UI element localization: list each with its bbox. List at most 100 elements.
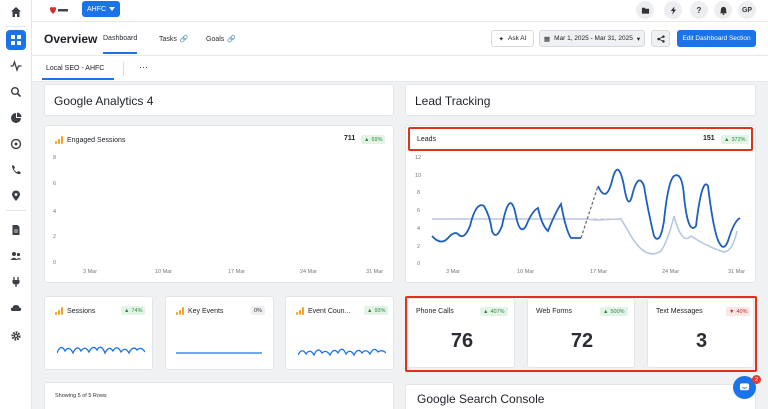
arrow-up-icon: ▲ — [483, 308, 489, 315]
web-forms-value: 72 — [570, 330, 594, 352]
web-forms-change: 500% — [610, 308, 625, 315]
phone-icon[interactable] — [6, 160, 26, 180]
phone-calls-change-badge: ▲ 407% — [480, 307, 508, 316]
share-button[interactable] — [651, 30, 670, 47]
key-events-card: Key Events 0% — [165, 296, 274, 370]
tab-dashboard[interactable]: Dashboard — [103, 35, 138, 54]
avatar[interactable]: GP — [738, 1, 756, 19]
page-title: Overview — [44, 32, 98, 46]
document-icon[interactable] — [6, 220, 26, 240]
engaged-sessions-change: 69% — [371, 136, 383, 143]
leads-change-badge: ▲ 372% — [721, 135, 749, 144]
y-tick: 0 — [53, 260, 57, 266]
analytics-icon — [55, 307, 63, 315]
x-tick: 17 Mar — [228, 269, 246, 275]
leads-card: Leads 151 ▲ 372% 12 10 8 6 4 2 0 3 Mar 1… — [405, 125, 756, 283]
pie-chart-icon[interactable] — [6, 108, 26, 128]
engaged-sessions-title: Engaged Sessions — [67, 136, 126, 144]
event-count-title: Event Coun... — [308, 307, 351, 315]
client-selector-button[interactable]: AHFC — [82, 1, 120, 17]
arrow-down-icon: ▼ — [729, 308, 735, 315]
chat-support-button[interactable] — [733, 376, 756, 399]
y-tick: 8 — [417, 190, 421, 196]
date-range-label: Mar 1, 2025 - Mar 31, 2025 — [554, 35, 633, 42]
tab-dashboard-label: Dashboard — [103, 35, 138, 42]
engaged-sessions-header: Engaged Sessions — [55, 136, 125, 144]
bell-icon[interactable] — [714, 1, 732, 19]
leads-gap-dashed — [580, 185, 599, 239]
event-count-change: 93% — [374, 307, 386, 314]
edit-dashboard-section-label: Edit Dashboard Section — [682, 35, 751, 42]
chat-bubble-icon — [739, 383, 750, 391]
engaged-sessions-card: Engaged Sessions 711 ▲ 69% 8 6 4 2 0 3 M… — [44, 125, 394, 283]
section-tab-local-seo[interactable]: Local SEO - AHFC — [46, 65, 105, 72]
key-events-change: 0% — [254, 307, 262, 314]
home-icon[interactable] — [6, 2, 26, 22]
ga4-section-header: Google Analytics 4 — [44, 84, 394, 116]
engaged-sessions-value: 711 — [344, 135, 356, 142]
users-icon[interactable] — [6, 246, 26, 266]
event-count-change-badge: ▲ 93% — [364, 306, 389, 315]
date-range-picker[interactable]: ▦ Mar 1, 2025 - Mar 31, 2025 ▾ — [539, 30, 645, 47]
phone-calls-title: Phone Calls — [416, 308, 454, 315]
gear-icon[interactable] — [6, 326, 26, 346]
leads-current-period-line — [431, 201, 581, 243]
ask-ai-button[interactable]: ✦ Ask AI — [491, 30, 534, 47]
leads-prior-period-line — [432, 215, 738, 255]
leads-change: 372% — [731, 136, 746, 143]
sessions-change: 74% — [131, 307, 143, 314]
arrow-up-icon: ▲ — [367, 307, 373, 314]
web-forms-title: Web Forms — [536, 308, 573, 315]
top-bar: AHFC ? GP — [32, 0, 768, 22]
data-table-card: Showing 5 of 5 Rows — [44, 382, 394, 409]
table-row-count: Showing 5 of 5 Rows — [55, 393, 107, 399]
text-messages-card: Text Messages ▼ 40% 3 — [647, 298, 754, 368]
activity-icon[interactable] — [6, 56, 26, 76]
more-options-button[interactable]: ··· — [139, 62, 148, 72]
x-tick: 10 Mar — [155, 269, 173, 275]
calendar-icon: ▦ — [543, 35, 551, 43]
search-console-section-header: Google Search Console — [405, 384, 756, 409]
y-tick: 10 — [415, 173, 422, 179]
chat-icon[interactable] — [6, 134, 26, 154]
engaged-sessions-change-badge: ▲ 69% — [361, 135, 386, 144]
arrow-up-icon: ▲ — [124, 307, 130, 314]
y-tick: 4 — [53, 209, 57, 215]
leads-highlight-box — [408, 127, 753, 151]
integrations-icon[interactable] — [6, 298, 26, 318]
sessions-card: Sessions ▲ 74% — [44, 296, 153, 370]
plug-icon[interactable] — [6, 272, 26, 292]
x-tick: 3 Mar — [83, 269, 98, 275]
tab-tasks[interactable]: Tasks 🔗 — [159, 35, 189, 44]
search-icon[interactable] — [6, 82, 26, 102]
arrow-up-icon: ▲ — [364, 136, 370, 143]
x-tick: 24 Mar — [662, 269, 680, 275]
folder-icon[interactable] — [636, 1, 654, 19]
x-tick: 3 Mar — [446, 269, 461, 275]
x-tick: 17 Mar — [590, 269, 608, 275]
text-messages-title: Text Messages — [656, 308, 703, 315]
link-icon: 🔗 — [179, 36, 189, 43]
y-tick: 8 — [53, 155, 57, 161]
text-messages-change-badge: ▼ 40% — [726, 307, 751, 316]
sidebar — [0, 0, 32, 409]
y-tick: 12 — [415, 155, 422, 161]
tab-goals[interactable]: Goals 🔗 — [206, 35, 236, 44]
x-tick: 31 Mar — [728, 269, 746, 275]
phone-calls-change: 407% — [490, 308, 505, 315]
location-icon[interactable] — [6, 186, 26, 206]
x-tick: 31 Mar — [366, 269, 384, 275]
ga4-section-title: Google Analytics 4 — [54, 94, 154, 108]
dashboard-icon[interactable] — [6, 30, 26, 50]
lead-metrics-highlight-box — [405, 296, 757, 372]
x-tick: 24 Mar — [300, 269, 318, 275]
sidebar-divider — [6, 210, 26, 211]
page-header: Overview Dashboard Tasks 🔗 Goals 🔗 ✦ Ask… — [32, 22, 768, 56]
text-messages-value: 3 — [695, 330, 708, 352]
event-count-sparkline — [298, 348, 386, 357]
help-icon[interactable]: ? — [690, 1, 708, 19]
edit-dashboard-section-button[interactable]: Edit Dashboard Section — [677, 30, 756, 47]
arrow-up-icon: ▲ — [603, 308, 609, 315]
leads-current-period-line-2 — [597, 168, 741, 248]
lightning-icon[interactable] — [664, 1, 682, 19]
